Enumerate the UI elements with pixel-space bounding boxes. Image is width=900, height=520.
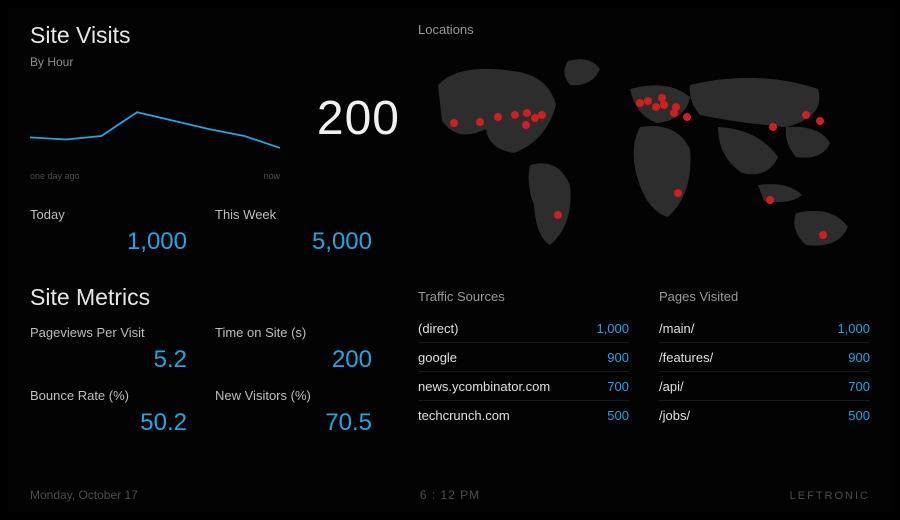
sparkline-path (30, 112, 280, 148)
map-point (531, 114, 539, 122)
metric-bounce-rate: Bounce Rate (%) 50.2 (30, 388, 215, 437)
row-key: news.ycombinator.com (418, 379, 550, 394)
dashboard-screen: Site Visits By Hour one day ago now 200 … (8, 8, 892, 512)
visits-sparkline (30, 101, 280, 171)
map-point (683, 113, 691, 121)
map-point (674, 189, 682, 197)
footer: Monday, October 17 6 : 12 PM LEFTRONIC (30, 472, 870, 502)
site-visits-count: 200 (317, 91, 400, 146)
page-visited-row: /jobs/500 (659, 401, 870, 429)
site-visits-heading: Site Visits (30, 22, 400, 49)
left-column: Site Visits By Hour one day ago now 200 … (30, 22, 400, 472)
row-value: 900 (848, 350, 870, 365)
map-point (450, 119, 458, 127)
map-point (554, 211, 562, 219)
row-key: google (418, 350, 457, 365)
map-point (766, 196, 774, 204)
locations-title: Locations (418, 22, 870, 37)
metric-today-label: Today (30, 207, 215, 222)
metric-label: Bounce Rate (%) (30, 388, 215, 403)
footer-time: 6 : 12 PM (310, 488, 590, 502)
metric-this-week-value: 5,000 (215, 228, 400, 256)
footer-brand: LEFTRONIC (590, 490, 870, 502)
site-visits-sub: By Hour (30, 55, 400, 69)
row-value: 1,000 (596, 321, 629, 336)
map-point (652, 103, 660, 111)
row-value: 1,000 (837, 321, 870, 336)
map-point (802, 111, 810, 119)
traffic-source-row: (direct) 1,000 (418, 314, 629, 343)
metric-today-value: 1,000 (30, 228, 215, 256)
metric-time-on-site: Time on Site (s) 200 (215, 325, 400, 374)
locations-map (418, 45, 868, 265)
page-visited-row: /api/700 (659, 372, 870, 401)
map-point (636, 99, 644, 107)
site-metrics-row-2: Bounce Rate (%) 50.2 New Visitors (%) 70… (30, 388, 400, 437)
traffic-sources-title: Traffic Sources (418, 289, 629, 304)
metric-value: 70.5 (215, 409, 400, 437)
map-point (494, 113, 502, 121)
map-point (816, 117, 824, 125)
traffic-sources-table: Traffic Sources (direct) 1,000 google 900 ne… (418, 289, 629, 429)
metric-today: Today 1,000 (30, 207, 215, 256)
row-value: 500 (848, 408, 870, 423)
row-value: 700 (607, 379, 629, 394)
metric-value: 200 (215, 346, 400, 374)
metric-label: Time on Site (s) (215, 325, 400, 340)
map-point (769, 123, 777, 131)
row-key: /main/ (659, 321, 694, 336)
traffic-source-row: news.ycombinator.com 700 (418, 372, 629, 401)
metric-this-week-label: This Week (215, 207, 400, 222)
pages-visited-table: Pages Visited /main/1,000/features/900/a… (659, 289, 870, 429)
map-point (523, 109, 531, 117)
map-point (538, 111, 546, 119)
row-key: techcrunch.com (418, 408, 510, 423)
visits-today-week: Today 1,000 This Week 5,000 (30, 207, 400, 256)
metric-label: Pageviews Per Visit (30, 325, 215, 340)
metric-new-visitors: New Visitors (%) 70.5 (215, 388, 400, 437)
traffic-source-row: google 900 (418, 343, 629, 372)
row-key: (direct) (418, 321, 458, 336)
metric-this-week: This Week 5,000 (215, 207, 400, 256)
site-metrics-heading: Site Metrics (30, 284, 400, 311)
map-point (819, 231, 827, 239)
row-value: 900 (607, 350, 629, 365)
metric-pageviews-per-visit: Pageviews Per Visit 5.2 (30, 325, 215, 374)
map-point (658, 94, 666, 102)
site-metrics-row-1: Pageviews Per Visit 5.2 Time on Site (s)… (30, 325, 400, 374)
map-landmasses (438, 59, 848, 245)
map-point (644, 97, 652, 105)
sparkline-right-label: now (263, 171, 280, 181)
row-key: /api/ (659, 379, 684, 394)
map-point (522, 121, 530, 129)
tables-row: Traffic Sources (direct) 1,000 google 900 ne… (418, 289, 870, 429)
row-value: 500 (607, 408, 629, 423)
metric-value: 5.2 (30, 346, 215, 374)
sparkline-left-label: one day ago (30, 171, 80, 181)
map-point (511, 111, 519, 119)
site-visits-chart-row: one day ago now 200 (30, 83, 400, 193)
metric-label: New Visitors (%) (215, 388, 400, 403)
row-value: 700 (848, 379, 870, 394)
row-key: /jobs/ (659, 408, 690, 423)
row-key: /features/ (659, 350, 713, 365)
traffic-source-row: techcrunch.com 500 (418, 401, 629, 429)
page-visited-row: /main/1,000 (659, 314, 870, 343)
footer-date: Monday, October 17 (30, 488, 310, 502)
sparkline-axis-labels: one day ago now (30, 171, 280, 181)
metric-value: 50.2 (30, 409, 215, 437)
map-point (670, 109, 678, 117)
map-point (660, 101, 668, 109)
page-visited-row: /features/900 (659, 343, 870, 372)
pages-visited-title: Pages Visited (659, 289, 870, 304)
map-point (476, 118, 484, 126)
right-column: Locations Traffic Sources (direct) 1,000 g… (400, 22, 870, 472)
